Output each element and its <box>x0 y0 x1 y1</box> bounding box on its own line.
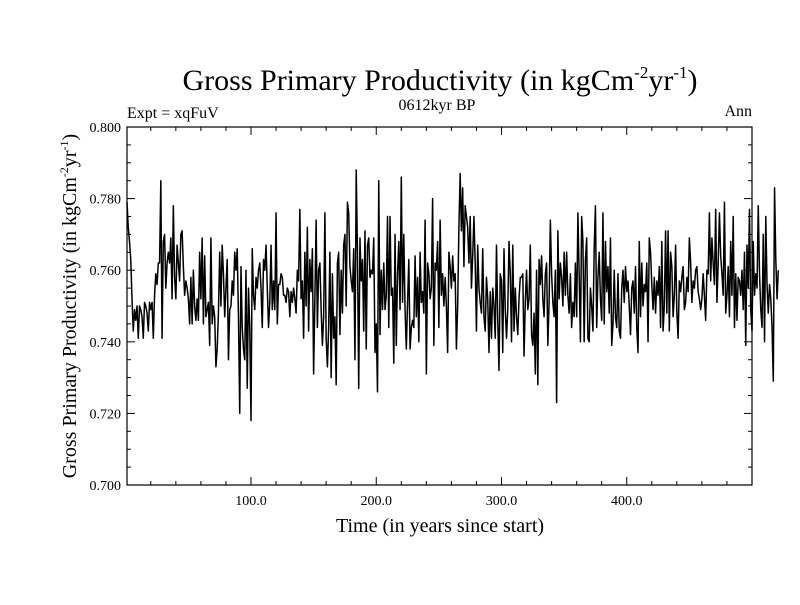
y-tick-label: 0.700 <box>90 479 122 494</box>
axis-tick-labels: 0.700 0.720 0.740 0.760 0.780 0.800 100.0 200.0… <box>90 121 643 509</box>
y-tick-label: 0.780 <box>90 193 122 208</box>
y-tick-label: 0.740 <box>90 336 122 351</box>
y-axis-label-sup2: -1 <box>57 140 71 150</box>
chart-title-main: Gross Primary Productivity (in kgCm <box>183 64 635 97</box>
y-tick-label: 0.800 <box>90 121 122 136</box>
y-tick-label: 0.760 <box>90 264 122 279</box>
y-tick-label: 0.720 <box>90 407 122 422</box>
x-tick-label: 400.0 <box>611 494 643 509</box>
period-label: 0612kyr BP <box>399 97 476 114</box>
y-axis-label-end: ) <box>59 134 81 141</box>
x-axis-label: Time (in years since start) <box>336 515 544 537</box>
y-axis-label: Gross Primary Productivity (in kgCm-2yr-… <box>57 134 81 478</box>
chart-title-mid: yr <box>648 64 673 97</box>
gpp-series-line <box>126 169 780 422</box>
y-axis-label-main: Gross Primary Productivity (in kgCm <box>59 177 81 479</box>
x-tick-label: 300.0 <box>486 494 518 509</box>
y-axis-label-mid: yr <box>59 150 81 167</box>
chart-title-sup2: -1 <box>673 63 687 82</box>
chart-title-sup1: -2 <box>634 63 648 82</box>
season-label: Ann <box>724 103 752 120</box>
experiment-label: Expt = xqFuV <box>127 105 219 122</box>
chart-title-end: ) <box>688 64 698 97</box>
x-tick-label: 100.0 <box>235 494 267 509</box>
x-tick-label: 200.0 <box>360 494 392 509</box>
chart-title: Gross Primary Productivity (in kgCm-2yr-… <box>183 63 698 97</box>
y-axis-label-sup1: -2 <box>57 167 71 177</box>
